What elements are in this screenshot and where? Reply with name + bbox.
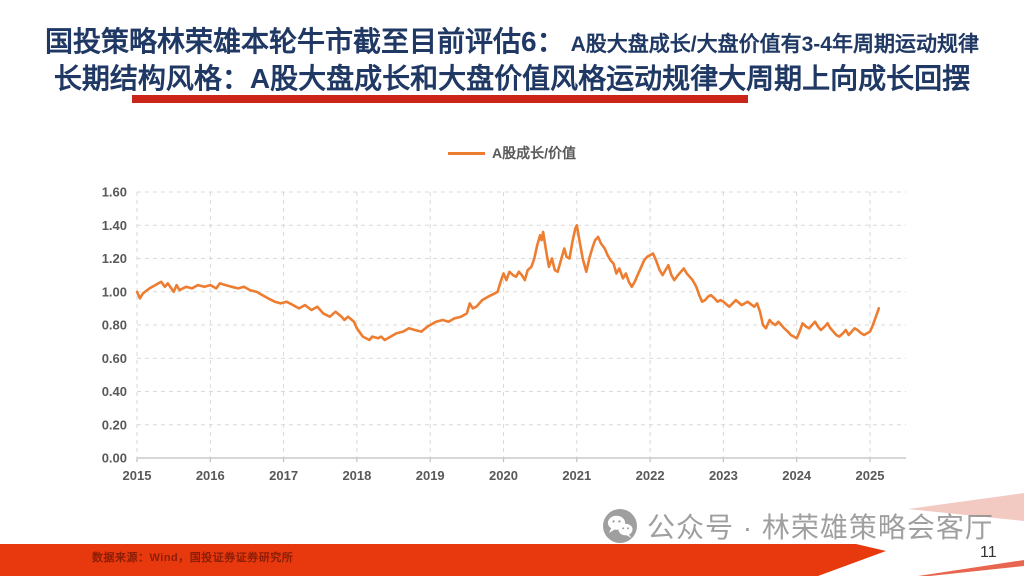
data-source-text: 数据来源：Wind，国投证券证券研究所: [92, 552, 294, 564]
svg-text:1.00: 1.00: [102, 284, 127, 299]
svg-text:2022: 2022: [636, 468, 665, 483]
corner-pink-stripe: [908, 493, 1024, 521]
footer-red-bar: [0, 544, 886, 576]
title-line1-main: 国投策略林荣雄本轮牛市截至目前评估6：: [45, 26, 565, 57]
chart-legend: A股成长/价值: [0, 143, 1024, 163]
svg-text:2023: 2023: [709, 468, 738, 483]
page-title-line1: 国投策略林荣雄本轮牛市截至目前评估6： A股大盘成长/大盘价值有3-4年周期运动规…: [0, 20, 1024, 60]
legend-label: A股成长/价值: [492, 145, 576, 161]
page-number: 11: [980, 544, 997, 561]
svg-text:2016: 2016: [196, 468, 225, 483]
page-title-line2: 长期结构风格：A股大盘成长和大盘价值风格运动规律大周期上向成长回摆: [53, 63, 971, 94]
svg-text:1.40: 1.40: [102, 218, 127, 233]
wechat-icon: [603, 509, 637, 543]
svg-text:0.60: 0.60: [102, 351, 127, 366]
svg-text:1.20: 1.20: [102, 251, 127, 266]
watermark-text: 公众号 · 林荣雄策略会客厅: [647, 512, 994, 543]
svg-text:2024: 2024: [782, 468, 812, 483]
svg-text:2019: 2019: [416, 468, 445, 483]
svg-text:2018: 2018: [342, 468, 371, 483]
svg-text:0.40: 0.40: [102, 384, 127, 399]
svg-text:1.60: 1.60: [102, 185, 127, 200]
title-underline-bar: [132, 95, 748, 103]
svg-text:2015: 2015: [123, 468, 152, 483]
svg-text:0.00: 0.00: [102, 451, 127, 466]
title-line1-sub: A股大盘成长/大盘价值有3-4年周期运动规律: [570, 33, 979, 56]
svg-text:2021: 2021: [562, 468, 591, 483]
svg-text:2025: 2025: [856, 468, 885, 483]
svg-text:2020: 2020: [489, 468, 518, 483]
corner-red-sliver: [918, 560, 1024, 576]
svg-text:0.20: 0.20: [102, 417, 127, 432]
watermark: 公众号 · 林荣雄策略会客厅: [602, 506, 994, 546]
legend-line-swatch: [448, 151, 485, 155]
svg-text:2017: 2017: [269, 468, 298, 483]
svg-text:0.80: 0.80: [102, 318, 127, 333]
